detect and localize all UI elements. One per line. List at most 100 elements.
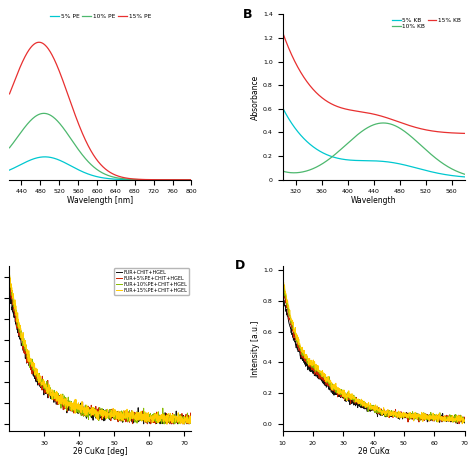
FUR+5%KB+CHIT+HGEL: [462, 416, 467, 421]
15% KB: [401, 121, 407, 127]
5% KB: [312, 145, 318, 151]
FUR+5%PE+CHIT+HGEL: [123, 413, 128, 419]
FUR+5%KB+CHIT+HGEL: [280, 282, 285, 287]
Line: FUR+CHIT+HGEL: FUR+CHIT+HGEL: [9, 287, 191, 424]
Line: 10% PE: 10% PE: [9, 113, 191, 180]
Line: FUR+5%KB+CHIT+HGEL: FUR+5%KB+CHIT+HGEL: [283, 284, 465, 424]
10% KB: [362, 127, 368, 132]
FUR+15%PE+CHIT+HGEL: [164, 414, 169, 419]
Line: 10% KB: 10% KB: [283, 123, 465, 174]
FUR+CHIT+HGEL: [145, 416, 151, 421]
X-axis label: 2θ CuKα: 2θ CuKα: [357, 447, 390, 456]
15% PE: [36, 39, 42, 45]
FUR+10%PE+CHIT+HGEL: [123, 415, 128, 421]
FUR+15%PE+CHIT+HGEL: [123, 413, 128, 419]
FUR+15%KB+CHIT+HGEL: [459, 421, 465, 427]
Text: D: D: [235, 259, 246, 272]
FUR+CHIT+HGEL: [7, 284, 12, 290]
X-axis label: Wavelength [nm]: Wavelength [nm]: [67, 196, 134, 205]
15% KB: [312, 88, 318, 94]
FUR+5%PE+CHIT+HGEL: [112, 414, 118, 420]
FUR+CHIT+HGEL: [455, 421, 460, 427]
FUR+10%KB+CHIT+HGEL: [391, 412, 396, 418]
Line: FUR+CHIT+HGEL: FUR+CHIT+HGEL: [283, 291, 465, 424]
15% PE: [189, 177, 194, 182]
10% KB: [417, 141, 423, 147]
FUR+10%PE+CHIT+HGEL: [18, 330, 24, 336]
Line: 5% KB: 5% KB: [283, 108, 465, 177]
5% PE: [54, 156, 59, 162]
FUR+5%PE+CHIT+HGEL: [18, 332, 24, 337]
Legend: 5% PE, 10% PE, 15% PE: 5% PE, 10% PE, 15% PE: [49, 14, 152, 20]
5% KB: [417, 166, 422, 172]
FUR+15%KB+CHIT+HGEL: [462, 418, 467, 423]
FUR+CHIT+HGEL: [385, 413, 391, 419]
FUR+10%PE+CHIT+HGEL: [164, 421, 169, 427]
5% PE: [128, 177, 134, 182]
10% PE: [189, 177, 194, 182]
15% PE: [7, 91, 12, 97]
10% PE: [128, 176, 134, 182]
FUR+CHIT+HGEL: [390, 410, 396, 416]
5% KB: [462, 174, 467, 180]
Line: FUR+10%PE+CHIT+HGEL: FUR+10%PE+CHIT+HGEL: [9, 273, 191, 424]
FUR+5%PE+CHIT+HGEL: [145, 421, 150, 427]
FUR+15%PE+CHIT+HGEL: [145, 418, 150, 423]
FUR+10%PE+CHIT+HGEL: [112, 415, 118, 421]
FUR+15%KB+CHIT+HGEL: [280, 271, 285, 276]
X-axis label: Wavelength: Wavelength: [351, 196, 396, 205]
FUR+10%KB+CHIT+HGEL: [385, 412, 391, 418]
FUR+15%PE+CHIT+HGEL: [7, 273, 12, 278]
15% KB: [327, 100, 332, 106]
15% PE: [114, 173, 120, 179]
Line: FUR+5%PE+CHIT+HGEL: FUR+5%PE+CHIT+HGEL: [9, 284, 191, 424]
FUR+CHIT+HGEL: [18, 336, 24, 342]
5% PE: [42, 154, 47, 160]
15% PE: [89, 150, 95, 155]
FUR+CHIT+HGEL: [418, 415, 423, 420]
5% KB: [401, 162, 407, 168]
FUR+5%PE+CHIT+HGEL: [189, 420, 194, 426]
FUR+CHIT+HGEL: [141, 421, 146, 427]
FUR+10%KB+CHIT+HGEL: [462, 418, 467, 424]
FUR+5%KB+CHIT+HGEL: [456, 421, 462, 427]
FUR+CHIT+HGEL: [164, 416, 169, 421]
10% PE: [54, 117, 59, 123]
FUR+5%KB+CHIT+HGEL: [390, 415, 396, 420]
FUR+5%PE+CHIT+HGEL: [145, 413, 151, 419]
15% PE: [54, 62, 59, 67]
FUR+10%PE+CHIT+HGEL: [117, 418, 123, 424]
Text: B: B: [243, 8, 252, 20]
FUR+15%KB+CHIT+HGEL: [437, 412, 442, 418]
15% KB: [417, 126, 422, 131]
10% PE: [7, 145, 12, 151]
10% KB: [462, 171, 467, 177]
5% PE: [39, 154, 45, 160]
15% KB: [387, 116, 392, 122]
FUR+10%PE+CHIT+HGEL: [161, 421, 167, 427]
5% PE: [189, 177, 194, 182]
10% KB: [401, 128, 407, 134]
10% KB: [312, 165, 318, 171]
Legend: FUR+CHIT+HGEL, FUR+5%PE+CHIT+HGEL, FUR+10%PE+CHIT+HGEL, FUR+15%PE+CHIT+HGEL: FUR+CHIT+HGEL, FUR+5%PE+CHIT+HGEL, FUR+1…: [114, 268, 189, 295]
10% PE: [114, 175, 120, 181]
FUR+15%KB+CHIT+HGEL: [390, 410, 396, 416]
FUR+15%KB+CHIT+HGEL: [418, 415, 423, 421]
5% KB: [327, 153, 332, 158]
FUR+CHIT+HGEL: [462, 420, 467, 426]
FUR+10%KB+CHIT+HGEL: [280, 277, 285, 283]
10% PE: [144, 177, 150, 182]
15% PE: [128, 176, 134, 182]
15% KB: [362, 109, 368, 115]
10% PE: [39, 111, 45, 117]
FUR+10%PE+CHIT+HGEL: [7, 271, 12, 276]
15% PE: [39, 40, 45, 46]
FUR+5%KB+CHIT+HGEL: [385, 412, 391, 418]
FUR+10%KB+CHIT+HGEL: [437, 416, 442, 422]
FUR+CHIT+HGEL: [112, 413, 118, 419]
10% PE: [89, 163, 95, 168]
10% KB: [327, 156, 332, 162]
FUR+CHIT+HGEL: [117, 412, 123, 418]
Line: FUR+10%KB+CHIT+HGEL: FUR+10%KB+CHIT+HGEL: [283, 280, 465, 422]
FUR+10%KB+CHIT+HGEL: [280, 278, 285, 284]
